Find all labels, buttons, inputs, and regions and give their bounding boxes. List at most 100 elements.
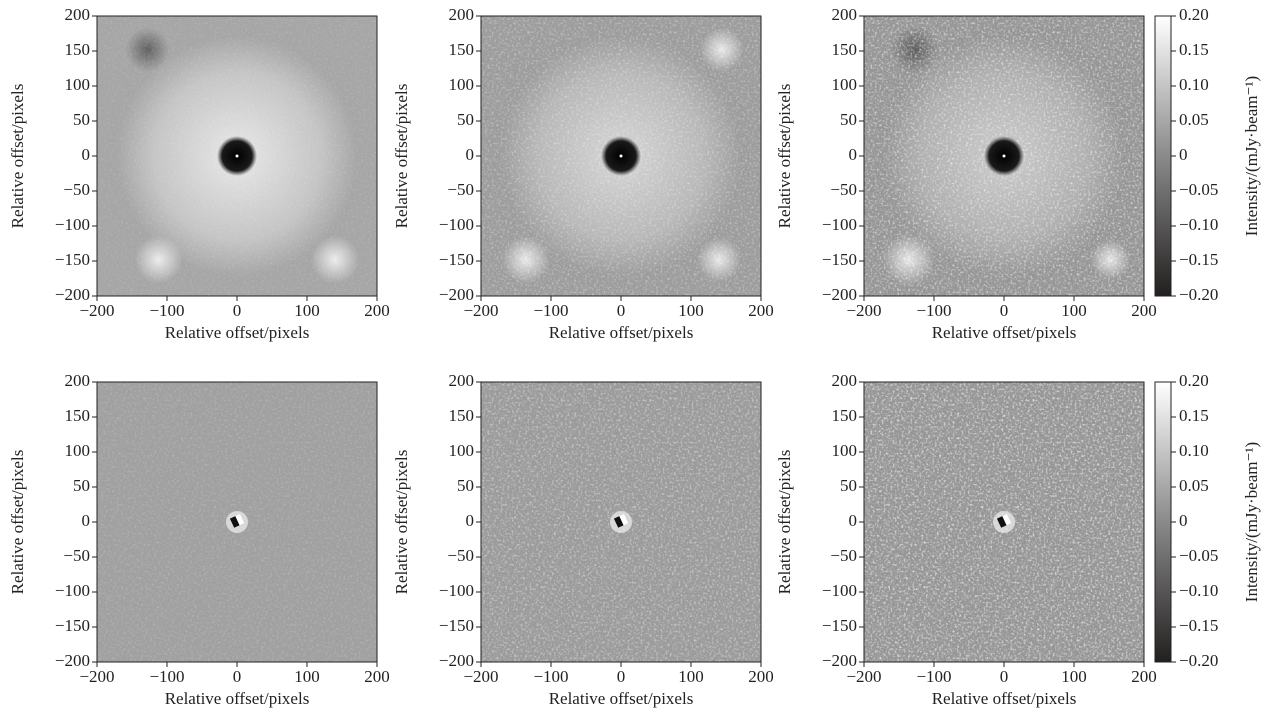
colorbar-tick-label: −0.20 [1179,285,1218,304]
y-tick-label: 150 [832,406,858,425]
y-tick-label: −50 [830,180,857,199]
x-tick-label: 0 [617,667,626,686]
colorbar-label: Intensity/(mJy·beam⁻¹) [1242,76,1261,236]
y-tick-label: −50 [830,546,857,565]
x-axis-label: Relative offset/pixels [932,323,1077,342]
y-tick-label: 50 [73,110,90,129]
colorbar-tick-label: 0.20 [1179,371,1209,390]
y-tick-label: 200 [65,371,91,390]
colorbar-tick-label: 0.10 [1179,75,1209,94]
y-tick-label: 0 [82,145,91,164]
y-tick-label: 100 [832,441,858,460]
y-tick-label: 0 [466,511,475,530]
y-tick-label: 100 [832,75,858,94]
y-tick-label: −200 [822,285,857,304]
x-tick-label: 200 [1131,667,1157,686]
y-axis-label: Relative offset/pixels [775,450,794,595]
x-tick-label: −200 [846,301,881,320]
y-tick-label: 100 [449,441,475,460]
x-tick-label: 0 [617,301,626,320]
y-tick-label: 150 [65,406,91,425]
colorbar [1154,15,1172,297]
colorbar-tick-label: −0.05 [1179,180,1218,199]
x-axis-label: Relative offset/pixels [165,323,310,342]
y-tick-label: −50 [447,180,474,199]
residual-dark [229,516,240,528]
y-tick-label: 50 [840,110,857,129]
panel: −200 −100 0 100 200 −200 −150 −100 −50 0 50 100 150 2… [8,5,390,342]
image [864,16,1144,296]
colorbar-tick-label: 0.20 [1179,5,1209,24]
y-tick-label: −200 [439,651,474,670]
panel: −200 −100 0 100 200 −200 −150 −100 −50 0 50 100 150 2… [392,371,774,708]
core-dot [235,154,239,158]
panel: −200 −100 0 100 200 −200 −150 −100 −50 0 50 100 150 2… [775,5,1261,342]
x-tick-label: −100 [149,301,184,320]
y-tick-label: 150 [449,406,475,425]
x-axis-label: Relative offset/pixels [932,689,1077,708]
x-tick-label: 0 [1000,301,1009,320]
x-tick-label: 200 [364,667,390,686]
x-tick-label: −200 [463,301,498,320]
y-tick-label: 0 [82,511,91,530]
y-tick-label: 200 [65,5,91,24]
y-tick-label: 50 [73,476,90,495]
colorbar-tick-label: −0.10 [1179,215,1218,234]
colorbar-tick-label: −0.15 [1179,250,1218,269]
residual-light [235,514,245,526]
y-tick-label: 0 [849,145,858,164]
y-tick-label: 150 [449,40,475,59]
y-tick-label: −150 [439,250,474,269]
y-tick-label: −100 [439,215,474,234]
y-axis-label: Relative offset/pixels [8,84,27,229]
panel: −200 −100 0 100 200 −200 −150 −100 −50 0 50 100 150 2… [8,371,390,708]
x-tick-label: 200 [364,301,390,320]
x-tick-label: 0 [1000,667,1009,686]
panel: −200 −100 0 100 200 −200 −150 −100 −50 0 50 100 150 2… [392,5,774,342]
x-tick-label: −100 [916,667,951,686]
x-tick-label: −200 [79,301,114,320]
colorbar-tick-label: 0 [1179,145,1188,164]
colorbar-tick-label: −0.20 [1179,651,1218,670]
x-tick-label: −100 [533,667,568,686]
x-tick-label: 200 [748,667,774,686]
image [481,382,761,662]
x-tick-label: 100 [678,667,704,686]
x-tick-label: 0 [233,301,242,320]
y-tick-label: 150 [65,40,91,59]
y-tick-label: 50 [840,476,857,495]
colorbar [1154,381,1172,663]
colorbar-tick-label: 0 [1179,511,1188,530]
y-tick-label: 100 [449,75,475,94]
y-axis-label: Relative offset/pixels [392,450,411,595]
y-axis-label: Relative offset/pixels [392,84,411,229]
y-tick-label: −200 [439,285,474,304]
x-axis-label: Relative offset/pixels [165,689,310,708]
y-tick-label: 50 [457,110,474,129]
y-tick-label: 200 [832,5,858,24]
x-tick-label: 100 [1061,301,1087,320]
y-tick-label: 200 [449,371,475,390]
y-tick-label: −150 [822,250,857,269]
x-tick-label: 200 [1131,301,1157,320]
y-tick-label: −50 [63,180,90,199]
colorbar-tick-label: 0.15 [1179,406,1209,425]
y-tick-label: 200 [449,5,475,24]
image [97,16,377,296]
y-tick-label: −100 [822,581,857,600]
y-tick-label: 200 [832,371,858,390]
residual-light [1002,514,1012,526]
colorbar-tick-label: −0.10 [1179,581,1218,600]
y-tick-label: −50 [447,546,474,565]
x-tick-label: 100 [294,667,320,686]
image [481,16,761,296]
y-tick-label: −150 [55,616,90,635]
colorbar-tick-label: 0.05 [1179,476,1209,495]
x-tick-label: −100 [916,301,951,320]
y-tick-label: −100 [439,581,474,600]
y-tick-label: −50 [63,546,90,565]
image [864,382,1144,662]
x-tick-label: 200 [748,301,774,320]
y-tick-label: 150 [832,40,858,59]
